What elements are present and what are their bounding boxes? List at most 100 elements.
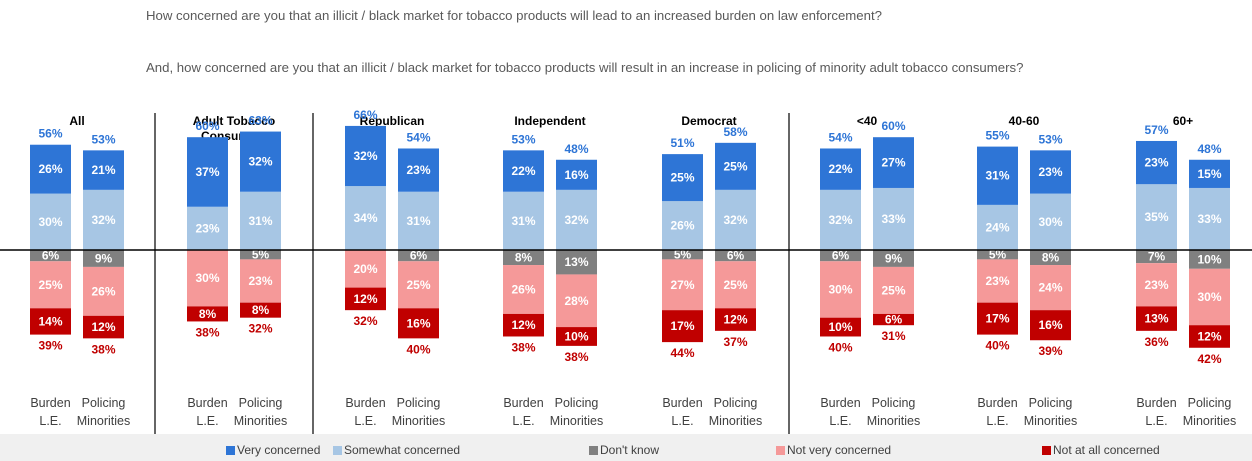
- bar-segment-very-concerned: [503, 150, 544, 192]
- bar-segment-not-at-all-concerned: [187, 306, 228, 322]
- bar-category-label: Burden: [662, 396, 702, 410]
- group-header: Democrat: [681, 114, 736, 128]
- bar-segment-somewhat-concerned: [873, 187, 914, 250]
- bar-segment-not-at-all-concerned: [83, 315, 124, 339]
- bar-segment-very-concerned: [556, 159, 597, 190]
- data-label-not-very: 28%: [564, 294, 588, 308]
- data-label-very: 23%: [406, 163, 430, 177]
- total-concerned-label: 54%: [406, 130, 430, 144]
- data-label-very: 27%: [881, 156, 905, 170]
- bar-segment-somewhat-concerned: [977, 204, 1018, 250]
- bar-segment-somewhat-concerned: [503, 191, 544, 250]
- data-label-not-at-all: 10%: [828, 320, 852, 334]
- data-label-somewhat: 30%: [38, 215, 62, 229]
- data-label-dont-know: 7%: [1148, 250, 1166, 264]
- bar-category-label: Burden: [977, 396, 1017, 410]
- data-label-dont-know: 8%: [515, 251, 533, 265]
- data-label-somewhat: 34%: [353, 211, 377, 225]
- bar-segment-not-at-all-concerned: [1136, 306, 1177, 331]
- bar-segment-dont-know: [873, 250, 914, 267]
- bar-category-label: Minorities: [709, 414, 763, 428]
- data-label-not-very: 25%: [881, 283, 905, 297]
- total-concerned-label: 58%: [723, 125, 747, 139]
- bar-segment-not-very-concerned: [1136, 263, 1177, 307]
- bar-segment-not-at-all-concerned: [1030, 310, 1071, 341]
- bar-segment-very-concerned: [345, 125, 386, 187]
- data-label-very: 15%: [1197, 167, 1221, 181]
- bar-category-label: Burden: [820, 396, 860, 410]
- legend-label: Don't know: [600, 443, 659, 457]
- legend-label: Not at all concerned: [1053, 443, 1160, 457]
- bar-segment-not-very-concerned: [977, 259, 1018, 303]
- bar-category-label: Burden: [187, 396, 227, 410]
- bar-segment-very-concerned: [30, 144, 71, 194]
- data-label-very: 22%: [511, 164, 535, 178]
- data-label-dont-know: 5%: [674, 248, 692, 262]
- bar-segment-dont-know: [83, 250, 124, 267]
- group-header: All: [69, 114, 84, 128]
- bar-segment-not-very-concerned: [820, 261, 861, 318]
- total-concerned-label: 55%: [985, 129, 1009, 143]
- bar-segment-very-concerned: [398, 148, 439, 192]
- bar-segment-dont-know: [662, 250, 703, 260]
- data-label-dont-know: 9%: [885, 251, 903, 265]
- data-label-very: 23%: [1144, 156, 1168, 170]
- data-label-not-at-all: 8%: [199, 307, 217, 321]
- bar-segment-dont-know: [1030, 250, 1071, 266]
- data-label-dont-know: 5%: [252, 248, 270, 262]
- bar-category-label: Burden: [503, 396, 543, 410]
- total-concerned-label: 57%: [1144, 123, 1168, 137]
- bar-segment-somewhat-concerned: [345, 186, 386, 250]
- data-label-somewhat: 33%: [1197, 212, 1221, 226]
- data-label-somewhat: 32%: [828, 213, 852, 227]
- data-label-not-at-all: 13%: [1144, 312, 1168, 326]
- bar-segment-not-very-concerned: [345, 250, 386, 288]
- bar-segment-dont-know: [30, 250, 71, 262]
- data-label-somewhat: 32%: [564, 213, 588, 227]
- legend-swatch: [333, 445, 342, 455]
- data-label-not-at-all: 12%: [723, 313, 747, 327]
- data-label-very: 26%: [38, 162, 62, 176]
- legend-label: Not very concerned: [787, 443, 892, 457]
- bar-category-label: Policing: [1188, 396, 1232, 410]
- group-header: 60+: [1173, 114, 1193, 128]
- bar-segment-very-concerned: [873, 137, 914, 188]
- data-label-somewhat: 24%: [985, 220, 1009, 234]
- bar-category-label: Policing: [555, 396, 599, 410]
- total-not-concerned-label: 44%: [670, 346, 694, 360]
- total-concerned-label: 48%: [564, 142, 588, 156]
- data-label-very: 25%: [670, 171, 694, 185]
- diverging-stacked-bar-chart: All 30% 26% 56% 6% 25% 14% 39% Burden L.E. 32% 21% 5…: [0, 108, 1252, 434]
- bar-segment-somewhat-concerned: [187, 206, 228, 250]
- bar-segment-dont-know: [715, 250, 756, 262]
- data-label-very: 16%: [564, 168, 588, 182]
- bar-segment-dont-know: [1136, 250, 1177, 264]
- data-label-not-at-all: 16%: [406, 316, 430, 330]
- total-concerned-label: 66%: [353, 108, 377, 122]
- bar-segment-dont-know: [556, 250, 597, 275]
- bar-segment-very-concerned: [715, 142, 756, 190]
- bar-category-label: L.E.: [196, 414, 218, 428]
- bar-category-label: Policing: [714, 396, 758, 410]
- data-label-not-at-all: 6%: [885, 313, 903, 327]
- data-label-not-at-all: 12%: [511, 318, 535, 332]
- bar-segment-not-very-concerned: [662, 259, 703, 311]
- bar-segment-not-very-concerned: [83, 266, 124, 316]
- legend-swatch: [589, 445, 598, 455]
- bar-segment-not-very-concerned: [1030, 265, 1071, 311]
- bar-category-label: Burden: [345, 396, 385, 410]
- bar-category-label: Minorities: [1024, 414, 1078, 428]
- bar-segment-somewhat-concerned: [398, 191, 439, 250]
- bar-segment-not-at-all-concerned: [503, 313, 544, 337]
- bar-segment-not-very-concerned: [30, 261, 71, 309]
- data-label-dont-know: 6%: [410, 249, 428, 263]
- question-2: And, how concerned are you that an illic…: [146, 60, 1024, 75]
- bar-segment-very-concerned: [240, 131, 281, 192]
- data-label-somewhat: 31%: [406, 214, 430, 228]
- data-label-dont-know: 9%: [95, 251, 113, 265]
- data-label-not-very: 27%: [670, 278, 694, 292]
- bar-category-label: Policing: [872, 396, 916, 410]
- data-label-not-at-all: 17%: [985, 312, 1009, 326]
- data-label-very: 23%: [1038, 165, 1062, 179]
- total-concerned-label: 60%: [195, 119, 219, 133]
